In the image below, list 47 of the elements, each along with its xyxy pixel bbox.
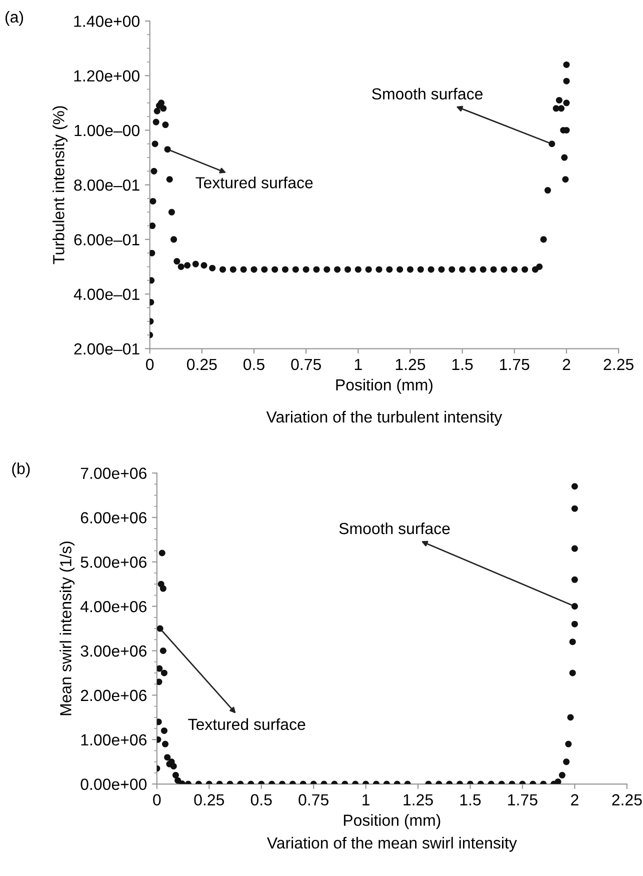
x-tick-label: 0.75 bbox=[298, 794, 328, 806]
y-axis-title: Turbulent intensity (%) bbox=[52, 106, 68, 264]
text: (b) bbox=[12, 462, 30, 478]
text: Variation of the turbulent intensity bbox=[266, 410, 502, 426]
x-tick-label: 1.5 bbox=[460, 794, 481, 806]
annotation: Textured surface bbox=[188, 718, 306, 730]
y-tick-label: 6.00e+06 bbox=[80, 512, 146, 524]
x-tick-label: 1 bbox=[354, 358, 362, 370]
x-tick-label: 0.5 bbox=[244, 358, 264, 370]
y-axis-title: Mean swirl intensity (1/s) bbox=[60, 542, 75, 716]
y-tick-label: 1.00e+06 bbox=[81, 734, 146, 746]
y-tick-label: 2.00e–01 bbox=[74, 343, 140, 355]
x-tick-label: 1.75 bbox=[500, 358, 530, 370]
x-tick-label: 0 bbox=[153, 794, 161, 806]
x-tick-label: 1 bbox=[362, 794, 370, 806]
y-tick-label: 4.00e–01 bbox=[74, 288, 140, 300]
y-tick-label: 2.00e+06 bbox=[80, 690, 146, 702]
x-tick-label: 1.75 bbox=[508, 794, 538, 806]
x-tick-label: 2.25 bbox=[604, 358, 634, 370]
x-tick-label: 0.5 bbox=[250, 794, 272, 806]
x-tick-label: 0.75 bbox=[291, 358, 321, 370]
y-tick-label: 5.00e+06 bbox=[80, 556, 146, 568]
x-axis-title: Position (mm) bbox=[336, 378, 432, 394]
x-axis-title: Position (mm) bbox=[344, 814, 440, 830]
text: Variation of the mean swirl intensity bbox=[266, 836, 517, 852]
y-tick-label: 4.00e+06 bbox=[80, 600, 146, 612]
annotation: Smooth surface bbox=[372, 88, 482, 100]
x-tick-label: 1.5 bbox=[452, 358, 473, 370]
y-tick-label: 8.00e–01 bbox=[74, 179, 140, 191]
x-tick-label: 0.25 bbox=[194, 794, 224, 806]
y-tick-label: 6.00e–01 bbox=[74, 234, 140, 246]
y-tick-label: 3.00e+06 bbox=[80, 645, 146, 657]
y-tick-label: 1.20e+00 bbox=[74, 70, 140, 82]
y-tick-label: 1.00e–00 bbox=[74, 124, 140, 136]
y-tick-label: 1.40e+00 bbox=[74, 16, 140, 27]
x-tick-label: 0.25 bbox=[186, 358, 217, 370]
y-tick-label: 7.00e+06 bbox=[80, 468, 146, 479]
y-tick-label: 0.00e+00 bbox=[80, 778, 147, 790]
x-tick-label: 2.25 bbox=[612, 794, 642, 806]
x-tick-label: 0 bbox=[146, 358, 154, 370]
x-tick-label: 2 bbox=[571, 794, 578, 806]
annotation: Textured surface bbox=[196, 176, 313, 188]
annotation: Smooth surface bbox=[339, 522, 450, 534]
x-tick-label: 1.25 bbox=[404, 794, 433, 806]
text: (a) bbox=[6, 10, 24, 26]
x-tick-label: 2 bbox=[562, 358, 570, 370]
x-tick-label: 1.25 bbox=[396, 358, 426, 370]
